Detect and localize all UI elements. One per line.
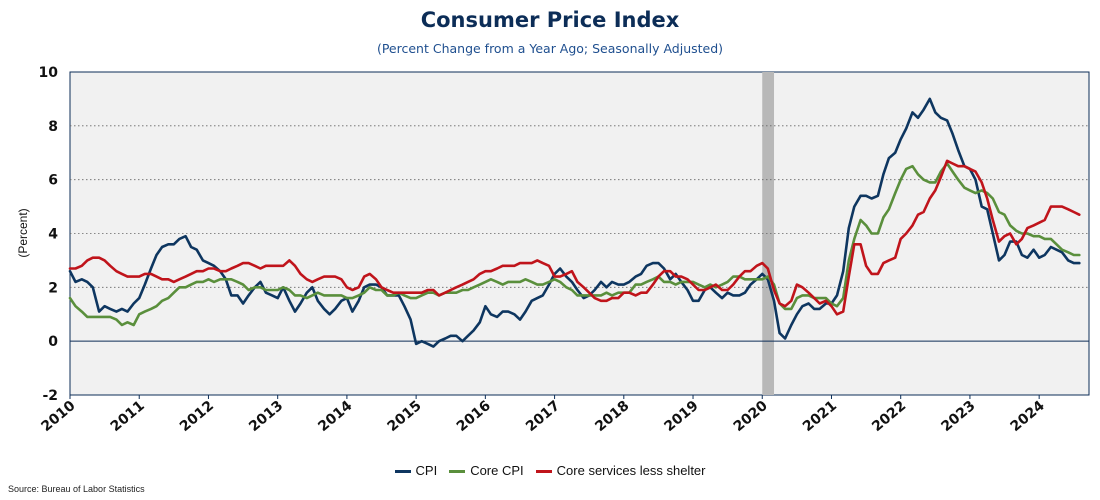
x-tick-label: 2017 bbox=[523, 398, 563, 435]
x-tick-label: 2014 bbox=[315, 398, 355, 435]
series-lines bbox=[68, 97, 1081, 348]
x-tick-label: 2020 bbox=[731, 398, 771, 435]
legend-item: Core services less shelter bbox=[535, 463, 706, 478]
recession-band bbox=[762, 72, 775, 395]
gridlines bbox=[70, 125, 1089, 342]
x-tick-label: 2023 bbox=[938, 398, 978, 435]
x-tick-label: 2012 bbox=[177, 398, 217, 435]
y-axis-label: (Percent) bbox=[16, 208, 30, 257]
legend-swatch bbox=[449, 470, 466, 474]
series-line-core-services-less-shelter bbox=[68, 159, 1081, 316]
legend-swatch bbox=[535, 470, 552, 474]
y-tick-label: 2 bbox=[48, 280, 58, 296]
y-tick-label: 6 bbox=[48, 173, 58, 189]
source-note: Source: Bureau of Labor Statistics bbox=[8, 484, 145, 494]
series-line-cpi bbox=[68, 97, 1081, 348]
y-tick-label: 0 bbox=[48, 334, 58, 350]
legend-swatch bbox=[394, 470, 411, 474]
legend-label: Core services less shelter bbox=[556, 463, 706, 478]
chart-subtitle: (Percent Change from a Year Ago; Seasona… bbox=[376, 41, 724, 56]
legend-item: Core CPI bbox=[449, 463, 524, 478]
x-tick-label: 2013 bbox=[246, 398, 286, 435]
x-tick-label: 2016 bbox=[454, 398, 494, 435]
y-tick-label: -2 bbox=[42, 388, 58, 404]
x-tick-label: 2011 bbox=[108, 398, 148, 435]
y-tick-label: 10 bbox=[39, 65, 59, 81]
chart-title: Consumer Price Index bbox=[420, 8, 680, 32]
legend-item: CPI bbox=[394, 463, 438, 478]
y-tick-label: 8 bbox=[48, 119, 58, 135]
x-tick-label: 2018 bbox=[592, 398, 632, 435]
y-tick-label: 4 bbox=[48, 227, 58, 243]
x-tick-label: 2022 bbox=[869, 398, 909, 435]
legend: CPI Core CPI Core services less shelter bbox=[0, 463, 1100, 478]
x-tick-label: 2015 bbox=[385, 398, 425, 435]
recession-bands bbox=[762, 72, 775, 395]
legend-label: Core CPI bbox=[470, 463, 524, 478]
series-line-core-cpi bbox=[68, 162, 1081, 327]
x-tick-label: 2024 bbox=[1008, 398, 1048, 435]
x-tick-label: 2021 bbox=[800, 398, 840, 435]
legend-label: CPI bbox=[415, 463, 438, 478]
x-tick-label: 2019 bbox=[661, 398, 701, 435]
